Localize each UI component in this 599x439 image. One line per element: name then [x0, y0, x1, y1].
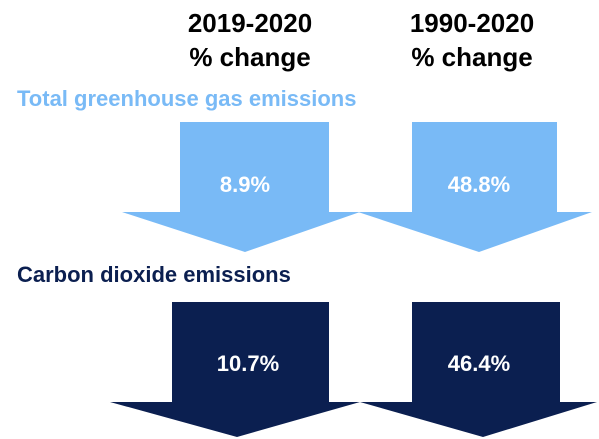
header-right-period: 1990-2020 — [409, 8, 535, 38]
down-arrow-icon — [358, 122, 592, 252]
down-arrow-icon — [122, 122, 360, 252]
header-1990-2020: 1990-2020 % change — [372, 6, 572, 74]
ghg-1990-2020-value: 48.8% — [448, 172, 510, 197]
down-arrow-icon — [360, 302, 597, 437]
arrow-ghg-2019-2020: 8.9% — [122, 122, 360, 252]
arrow-ghg-1990-2020: 48.8% — [358, 122, 592, 252]
header-2019-2020: 2019-2020 % change — [150, 6, 350, 74]
arrow-co2-2019-2020: 10.7% — [110, 302, 360, 437]
co2-1990-2020-value: 46.4% — [448, 351, 510, 376]
ghg-2019-2020-value: 8.9% — [220, 172, 270, 197]
section-title-ghg: Total greenhouse gas emissions — [17, 86, 357, 111]
header-left-label: % change — [189, 42, 311, 72]
section-title-co2: Carbon dioxide emissions — [17, 262, 291, 287]
co2-2019-2020-value: 10.7% — [217, 351, 279, 376]
arrow-co2-1990-2020: 46.4% — [360, 302, 597, 437]
header-left-period: 2019-2020 — [187, 8, 313, 38]
header-right-label: % change — [411, 42, 533, 72]
down-arrow-icon — [110, 302, 360, 437]
